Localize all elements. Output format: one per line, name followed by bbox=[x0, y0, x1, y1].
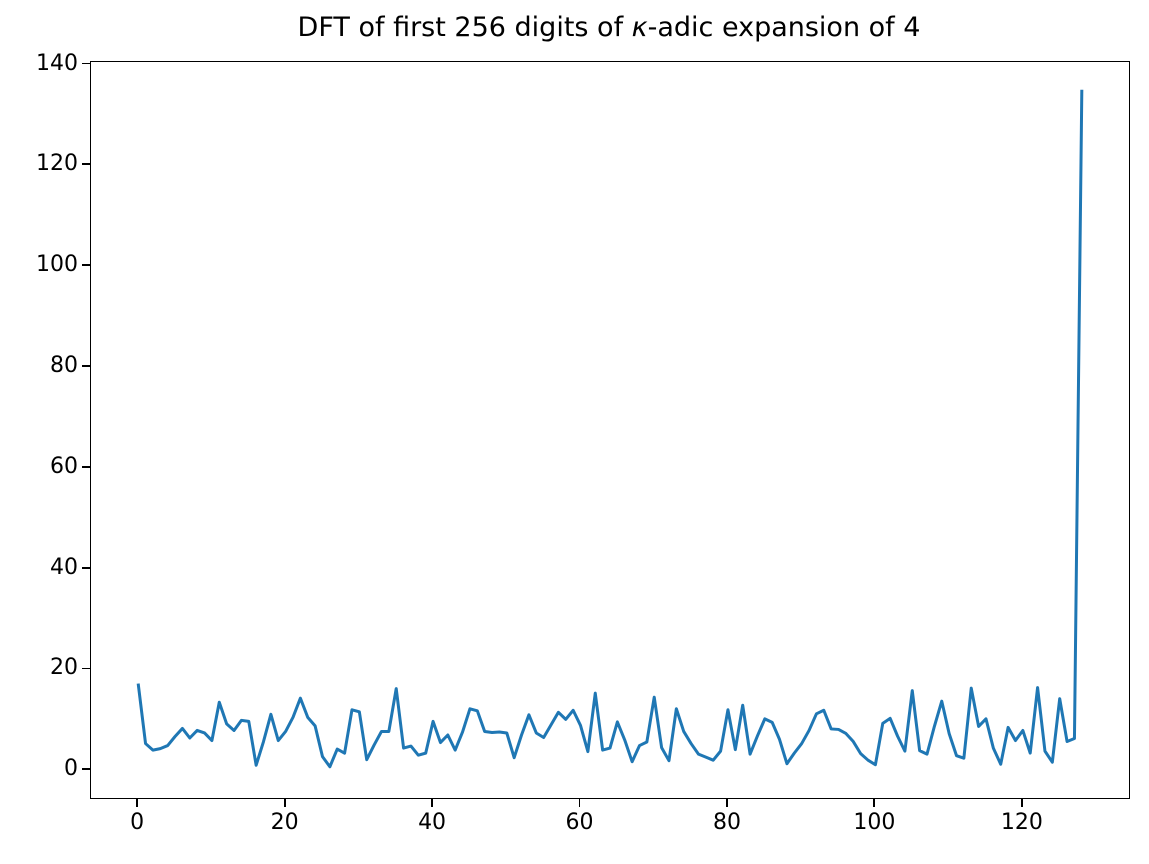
y-tick-mark bbox=[82, 667, 90, 670]
y-tick-mark bbox=[82, 365, 90, 367]
y-tick-mark bbox=[82, 465, 90, 468]
x-tick-mark bbox=[578, 798, 581, 807]
x-tick-label: 0 bbox=[130, 810, 145, 835]
x-tick-mark bbox=[726, 798, 728, 807]
plot-area bbox=[90, 61, 1130, 799]
x-tick-label: 120 bbox=[1000, 810, 1043, 835]
chart-title-prefix: DFT of first 256 digits of bbox=[297, 12, 632, 43]
y-tick-label: 140 bbox=[36, 50, 78, 76]
x-tick-label: 40 bbox=[418, 810, 447, 835]
y-tick-label: 20 bbox=[50, 655, 78, 681]
dft-line-series bbox=[136, 89, 1084, 769]
y-tick-label: 0 bbox=[64, 756, 78, 782]
x-tick-mark bbox=[283, 798, 286, 807]
y-tick-mark bbox=[82, 566, 90, 569]
x-tick-label: 100 bbox=[853, 810, 896, 835]
y-tick-label: 120 bbox=[36, 151, 78, 177]
x-tick-label: 20 bbox=[270, 810, 299, 835]
y-tick-label: 40 bbox=[50, 554, 78, 580]
line-chart-canvas bbox=[136, 89, 1084, 769]
y-tick-mark bbox=[82, 62, 90, 65]
y-tick-label: 80 bbox=[50, 352, 78, 378]
x-tick-mark bbox=[1020, 798, 1023, 807]
y-tick-label: 60 bbox=[50, 453, 78, 479]
x-tick-mark bbox=[431, 798, 433, 807]
y-tick-mark bbox=[82, 264, 90, 267]
y-tick-mark bbox=[82, 163, 90, 166]
y-tick-label: 100 bbox=[36, 252, 78, 278]
x-tick-mark bbox=[136, 798, 139, 807]
y-tick-mark bbox=[82, 768, 90, 771]
kappa-symbol: κ bbox=[631, 12, 648, 43]
x-tick-label: 80 bbox=[712, 810, 741, 835]
x-tick-label: 60 bbox=[565, 810, 594, 835]
chart-title-suffix: -adic expansion of 4 bbox=[647, 12, 921, 43]
x-tick-mark bbox=[873, 798, 876, 807]
chart-title: DFT of first 256 digits of κ-adic expans… bbox=[90, 12, 1128, 43]
